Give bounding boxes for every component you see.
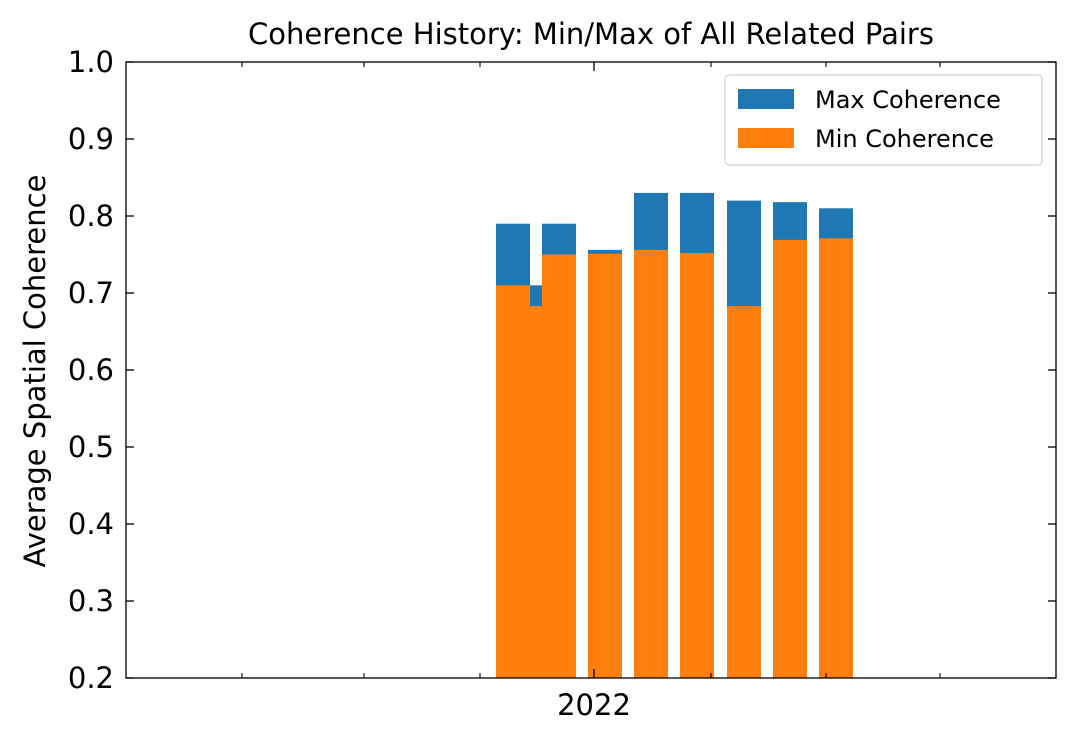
min-bar-7 [773, 239, 807, 678]
x-ticks: 2022 [241, 62, 941, 722]
y-tick-label: 0.7 [68, 276, 114, 310]
plot-frame [125, 61, 1057, 679]
y-tick-label: 0.6 [68, 353, 114, 387]
min-bar-4 [634, 249, 668, 678]
chart-title: Coherence History: Min/Max of All Relate… [248, 17, 934, 51]
legend-label-min: Min Coherence [815, 125, 994, 153]
legend-swatch-min [738, 128, 794, 148]
min-bar-1 [530, 306, 542, 678]
legend: Max Coherence Min Coherence [724, 74, 1043, 166]
min-bar-5 [680, 252, 714, 678]
legend-label-max: Max Coherence [815, 86, 1001, 114]
legend-swatch-max [738, 89, 794, 109]
y-tick-label: 0.3 [68, 584, 114, 618]
y-tick-label: 0.4 [68, 507, 114, 541]
bars-group [496, 192, 853, 679]
y-tick-label: 0.9 [68, 122, 114, 156]
y-tick-label: 0.8 [68, 199, 114, 233]
y-tick-label: 0.5 [68, 430, 114, 464]
min-bar-0 [496, 285, 530, 678]
min-bar-3 [588, 253, 622, 679]
min-bar-6 [727, 306, 761, 678]
x-tick-label: 2022 [557, 688, 631, 722]
y-tick-label: 1.0 [68, 45, 114, 79]
min-bar-2 [542, 254, 576, 678]
legend-box [724, 74, 1043, 166]
y-axis-label: Average Spatial Coherence [18, 175, 52, 568]
y-tick-label: 0.2 [68, 661, 114, 695]
y-ticks: 0.2 0.3 0.4 0.5 0.6 0.7 0.8 0.9 1.0 [68, 45, 1056, 695]
min-bar-8 [819, 238, 853, 678]
